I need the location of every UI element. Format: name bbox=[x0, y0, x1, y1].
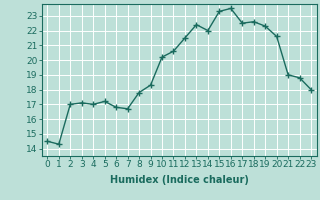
X-axis label: Humidex (Indice chaleur): Humidex (Indice chaleur) bbox=[110, 175, 249, 185]
